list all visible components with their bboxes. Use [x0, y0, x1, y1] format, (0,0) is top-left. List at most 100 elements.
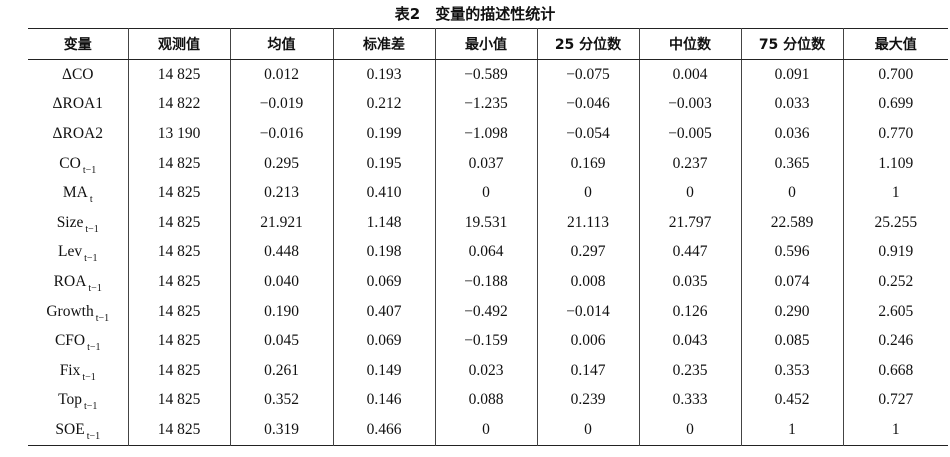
- value-cell: 0.770: [842, 119, 948, 149]
- variable-subscript: t−1: [86, 430, 101, 442]
- value-cell: 0.069: [332, 267, 436, 297]
- value-cell: 0.297: [536, 237, 640, 268]
- value-cell: 14 825: [127, 415, 231, 446]
- table-body: ΔCO 14 825 0.012 0.193 −0.589 −0.075 0.004 0.09…: [28, 59, 948, 446]
- value-cell: 0.410: [332, 178, 436, 208]
- value-cell: 0.212: [332, 89, 436, 120]
- variable-name: CO: [59, 154, 81, 172]
- value-cell: 0.319: [229, 415, 334, 446]
- column-header: 最大值: [842, 28, 948, 60]
- table-row: ΔROA1 14 822 −0.019 0.212 −1.235 −0.046 −0.003…: [28, 89, 948, 120]
- value-cell: 0.040: [229, 267, 334, 297]
- value-cell: 0.246: [842, 326, 948, 356]
- value-cell: 0.198: [332, 237, 436, 268]
- value-cell: 0.235: [638, 355, 742, 386]
- value-cell: 0.091: [740, 59, 844, 90]
- variable-cell: SOE t−1: [28, 415, 129, 446]
- value-cell: 0.199: [332, 119, 436, 149]
- value-cell: 0: [536, 415, 640, 446]
- value-cell: 14 825: [127, 326, 231, 356]
- value-cell: 0.074: [740, 267, 844, 297]
- value-cell: 0.195: [332, 148, 436, 179]
- value-cell: 0.126: [638, 296, 742, 327]
- value-cell: 21.113: [536, 207, 640, 238]
- value-cell: 0.353: [740, 355, 844, 386]
- value-cell: 0.213: [229, 178, 334, 208]
- variable-subscript: t−1: [87, 342, 101, 354]
- table-row: Growth t−1 14 825 0.190 0.407 −0.492 −0.014 0.1…: [28, 296, 948, 327]
- value-cell: 0.596: [740, 237, 844, 268]
- value-cell: −0.054: [536, 119, 640, 149]
- value-cell: 0.290: [740, 296, 844, 327]
- value-cell: −0.492: [434, 296, 538, 327]
- table-row: CO t−1 14 825 0.295 0.195 0.037 0.169 0.237 0.36…: [28, 148, 948, 179]
- value-cell: 0.352: [229, 385, 334, 416]
- value-cell: 0.045: [229, 326, 334, 356]
- variable-cell: ΔROA2: [28, 119, 129, 149]
- value-cell: −0.014: [536, 296, 640, 327]
- value-cell: 0.146: [332, 385, 436, 416]
- value-cell: 21.797: [638, 207, 742, 238]
- table-row: ROA t−1 14 825 0.040 0.069 −0.188 0.008 0.035 0.…: [28, 267, 948, 297]
- table-caption: 表2 变量的描述性统计: [394, 5, 556, 23]
- column-header: 75 分位数: [740, 28, 844, 60]
- column-header: 均值: [229, 28, 334, 60]
- value-cell: 0.699: [842, 89, 948, 120]
- value-cell: 19.531: [434, 207, 538, 238]
- value-cell: 14 825: [127, 207, 231, 238]
- value-cell: 14 825: [127, 148, 231, 179]
- value-cell: 0.043: [638, 326, 742, 356]
- value-cell: 14 825: [127, 385, 231, 416]
- value-cell: 0.169: [536, 148, 640, 179]
- variable-subscript: t−1: [88, 282, 102, 294]
- value-cell: 0.407: [332, 296, 436, 327]
- column-header: 标准差: [332, 28, 436, 60]
- variable-name: CFO: [54, 332, 86, 350]
- table-row: Size t−1 14 825 21.921 1.148 19.531 21.113 21.7…: [28, 207, 948, 238]
- variable-cell: ΔROA1: [28, 89, 129, 120]
- variable-cell: CO t−1: [28, 148, 129, 179]
- variable-name: Top: [58, 391, 82, 409]
- variable-name: Growth: [46, 302, 94, 320]
- value-cell: 0.447: [638, 237, 742, 268]
- value-cell: 0.064: [434, 237, 538, 268]
- value-cell: −0.188: [434, 267, 538, 297]
- value-cell: 1: [842, 415, 948, 446]
- value-cell: 0.004: [638, 59, 742, 90]
- value-cell: 0: [434, 415, 538, 446]
- value-cell: 0.333: [638, 385, 742, 416]
- value-cell: −0.075: [536, 59, 640, 90]
- variable-name: Fix: [59, 361, 81, 379]
- variable-name: SOE: [55, 420, 85, 438]
- value-cell: 0: [740, 178, 844, 208]
- value-cell: 14 825: [127, 355, 231, 386]
- variable-name: ΔROA2: [52, 124, 103, 142]
- value-cell: 0.239: [536, 385, 640, 416]
- variable-cell: MA t: [28, 178, 129, 208]
- value-cell: 14 825: [127, 178, 231, 208]
- value-cell: 0.365: [740, 148, 844, 179]
- value-cell: −0.046: [536, 89, 640, 120]
- variable-subscript: t−1: [83, 401, 98, 413]
- value-cell: 25.255: [842, 207, 948, 238]
- table-row: SOE t−1 14 825 0.319 0.466 0 0 0 1 1: [28, 415, 948, 446]
- value-cell: −1.235: [434, 89, 538, 120]
- value-cell: 13 190: [127, 119, 231, 149]
- descriptive-statistics-table: 变量 观测值 均值 标准差 最小值 25 分位数 中位数 75 分位数 最大值 ΔCO 14 82…: [28, 28, 948, 446]
- value-cell: 0.023: [434, 355, 538, 386]
- value-cell: 0.919: [842, 237, 948, 268]
- value-cell: 0.033: [740, 89, 844, 120]
- variable-subscript: t−1: [84, 253, 98, 265]
- table-row: Fix t−1 14 825 0.261 0.149 0.023 0.147 0.235 0.3…: [28, 355, 948, 386]
- value-cell: 0.190: [229, 296, 334, 327]
- value-cell: 1: [842, 178, 948, 208]
- value-cell: 14 822: [127, 89, 231, 120]
- variable-name: ΔCO: [62, 65, 94, 83]
- value-cell: −1.098: [434, 119, 538, 149]
- table-header-row: 变量 观测值 均值 标准差 最小值 25 分位数 中位数 75 分位数 最大值: [28, 28, 948, 60]
- value-cell: 0: [638, 178, 742, 208]
- column-header: 最小值: [434, 28, 538, 60]
- variable-subscript: t−1: [82, 164, 97, 176]
- variable-subscript: t−1: [95, 312, 110, 324]
